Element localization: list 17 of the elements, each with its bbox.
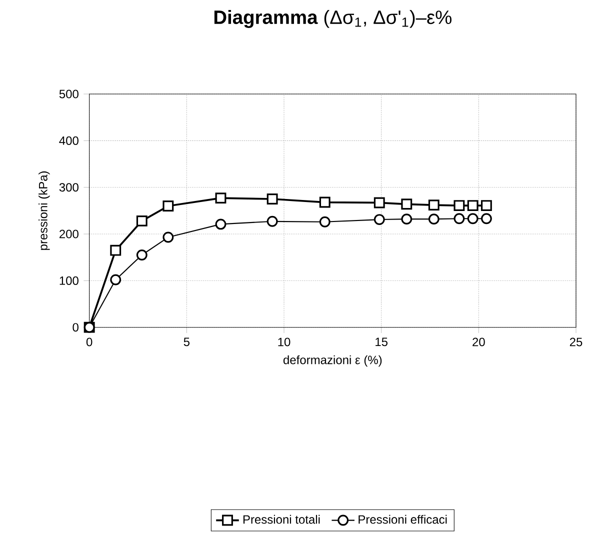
y-tick-label: 400 [59,136,78,145]
y-tick-label: 100 [60,276,78,285]
x-tick-label: 0 [86,338,92,346]
y-axis-title: pressioni (kPa) [38,171,50,250]
y-tick-label: 300 [59,183,78,192]
legend-label: Pressioni efficaci [358,514,447,524]
x-tick-label: 5 [184,338,190,346]
chart-title: Diagramma (Δσ$_{1}$, Δσ'$_{1}$)–ε% [214,10,452,28]
x-tick-label: 10 [278,338,290,346]
legend-label: Pressioni totali [243,514,320,524]
y-tick-label: 200 [60,230,78,238]
x-tick-label: 25 [570,338,582,346]
x-tick-label: 20 [472,338,485,346]
x-axis-title: deformazioni ε (%) [283,355,382,367]
y-tick-label: 500 [59,90,78,98]
y-tick-label: 0 [72,323,78,332]
x-tick-label: 15 [376,338,388,346]
